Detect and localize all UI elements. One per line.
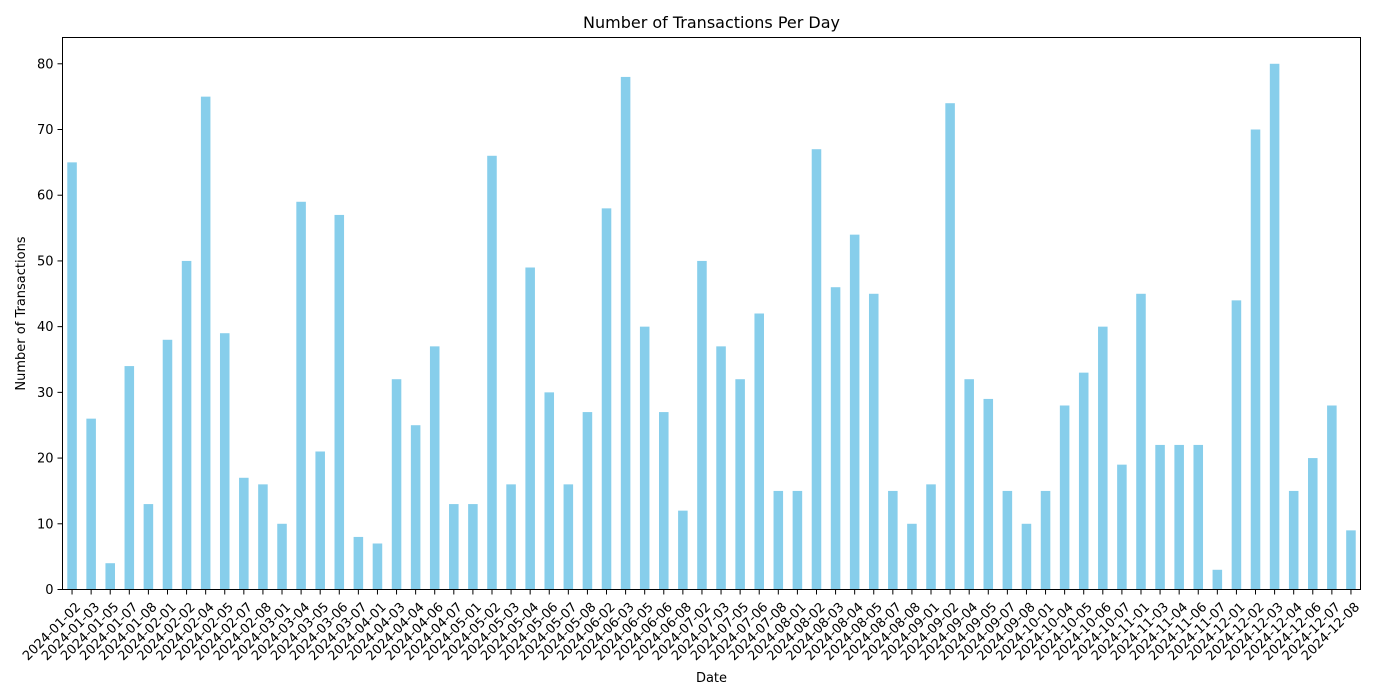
bars-group: [67, 63, 1356, 590]
bar-2024-04-07: [449, 504, 459, 590]
y-axis-title: Number of Transactions: [14, 236, 29, 390]
x-axis: 2024-01-022024-01-032024-01-052024-01-07…: [20, 589, 1363, 664]
bar-2024-10-07: [1117, 464, 1127, 590]
y-tick-label: 20: [37, 452, 54, 467]
bar-2024-08-03: [830, 287, 841, 590]
bar-2024-07-02: [697, 260, 707, 590]
bar-2024-12-08: [1346, 530, 1356, 590]
bar-2024-04-03: [391, 379, 402, 590]
bar-2024-08-01: [792, 490, 803, 590]
bar-2024-11-03: [1155, 444, 1165, 590]
bar-2024-09-07: [1002, 490, 1013, 590]
bar-2024-01-08: [143, 504, 154, 590]
bar-2024-01-02: [67, 162, 77, 590]
bar-2024-11-06: [1193, 444, 1204, 590]
bar-2024-10-05: [1078, 372, 1089, 590]
bar-2024-12-02: [1250, 129, 1261, 590]
bar-2024-11-07: [1212, 569, 1223, 590]
plot-frame: [62, 37, 1361, 590]
bar-2024-08-08: [907, 523, 917, 590]
bar-2024-09-08: [1021, 523, 1032, 590]
bar-2024-04-04: [410, 425, 421, 590]
bar-2024-12-01: [1231, 300, 1242, 590]
bar-2024-03-05: [315, 451, 325, 590]
bar-2024-05-08: [582, 412, 593, 590]
bar-2024-02-02: [181, 260, 192, 590]
bar-2024-10-04: [1059, 405, 1070, 590]
y-tick-label: 60: [37, 189, 54, 204]
y-tick-label: 0: [45, 583, 53, 598]
bar-2024-12-06: [1308, 458, 1318, 590]
y-tick-label: 80: [37, 57, 54, 72]
y-tick-label: 70: [37, 123, 54, 138]
y-tick-label: 50: [37, 254, 54, 269]
bar-2024-05-01: [468, 504, 478, 590]
bar-2024-03-07: [353, 536, 364, 590]
bar-2024-02-04: [200, 96, 211, 590]
chart-title: Number of Transactions Per Day: [583, 13, 840, 32]
bar-2024-01-03: [86, 418, 96, 590]
bar-2024-06-08: [678, 510, 688, 590]
bar-2024-03-06: [334, 214, 345, 590]
bar-2024-02-05: [219, 333, 230, 590]
bar-2024-09-05: [983, 398, 994, 590]
bar-2024-08-05: [868, 293, 879, 590]
bar-2024-08-04: [849, 234, 860, 590]
bar-2024-05-07: [563, 484, 574, 590]
bar-2024-05-06: [544, 392, 555, 590]
bar-2024-04-01: [372, 543, 383, 590]
bar-2024-10-06: [1098, 326, 1108, 590]
bar-2024-03-01: [277, 523, 287, 590]
bar-2024-05-03: [506, 484, 516, 590]
bar-2024-01-05: [105, 563, 115, 590]
bar-2024-06-02: [601, 208, 612, 590]
bar-2024-07-03: [716, 346, 726, 590]
bar-2024-10-01: [1040, 490, 1051, 590]
bar-2024-01-07: [124, 366, 135, 590]
bar-2024-11-04: [1174, 444, 1184, 590]
bar-2024-09-02: [945, 103, 955, 590]
bar-2024-07-06: [754, 313, 764, 590]
bar-2024-12-03: [1269, 63, 1280, 590]
bar-2024-02-08: [258, 484, 268, 590]
bar-2024-08-02: [811, 149, 822, 590]
y-tick-label: 40: [37, 320, 54, 335]
bar-2024-05-04: [525, 267, 535, 590]
y-axis: 0 10 20 30 40 50 60 70 80: [37, 57, 63, 598]
bar-2024-04-06: [429, 346, 440, 590]
bar-2024-06-06: [659, 412, 669, 590]
bar-2024-05-02: [487, 155, 497, 590]
bar-2024-07-05: [735, 379, 745, 590]
bar-2024-03-04: [296, 201, 306, 590]
y-tick-label: 10: [37, 517, 54, 532]
x-axis-title: Date: [696, 671, 727, 686]
bar-2024-12-07: [1327, 405, 1337, 590]
bar-2024-06-05: [639, 326, 650, 590]
bar-2024-02-07: [239, 477, 249, 590]
y-tick-label: 30: [37, 386, 54, 401]
bar-2024-07-08: [773, 490, 784, 590]
bar-2024-09-01: [926, 484, 936, 590]
bar-2024-11-01: [1136, 293, 1146, 590]
bar-2024-08-07: [888, 490, 898, 590]
bar-2024-12-04: [1288, 490, 1299, 590]
bar-2024-09-04: [964, 379, 974, 590]
bar-2024-02-01: [162, 339, 173, 590]
bar-2024-06-03: [620, 76, 631, 590]
